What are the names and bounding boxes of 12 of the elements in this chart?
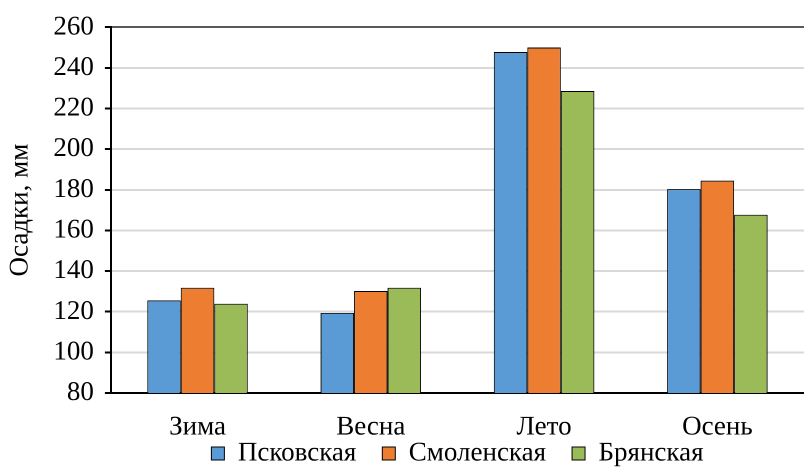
y-tick-label: 120	[53, 294, 94, 325]
y-tick-label: 200	[53, 132, 94, 162]
y-tick-label: 180	[53, 172, 94, 203]
y-axis-title: Осадки, мм	[3, 144, 34, 276]
y-tick-label: 140	[53, 254, 94, 284]
y-tick-label: 160	[53, 214, 94, 244]
y-tick-label: 100	[53, 335, 94, 366]
x-tick-label: Зима	[169, 410, 226, 440]
y-tick-label: 260	[53, 10, 94, 40]
y-tick-label: 220	[53, 92, 94, 122]
y-tick-label: 240	[53, 50, 94, 81]
y-tick-label: 80	[66, 376, 94, 406]
